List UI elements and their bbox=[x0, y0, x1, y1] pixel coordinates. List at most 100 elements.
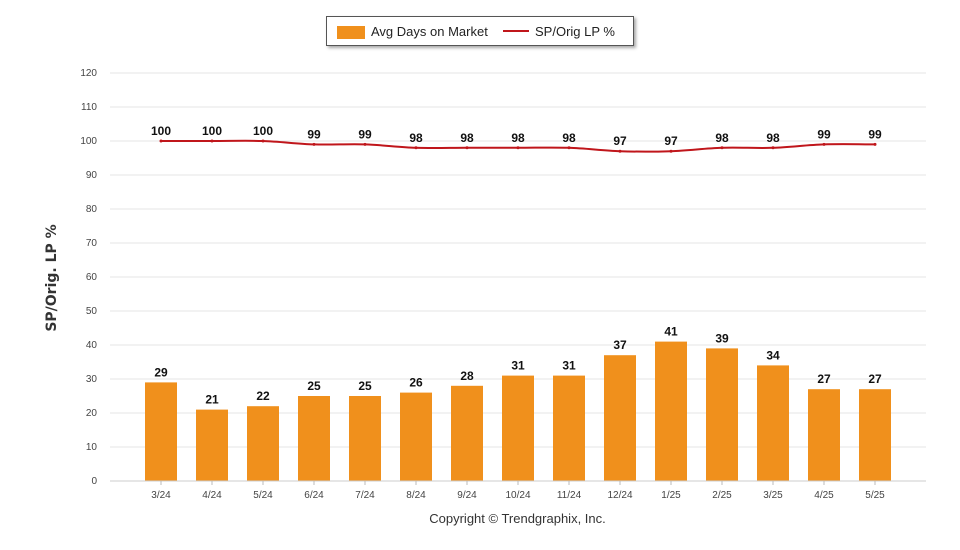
y-tick-label: 50 bbox=[86, 306, 98, 317]
x-tick-label: 12/24 bbox=[607, 490, 632, 501]
legend-line-swatch bbox=[503, 30, 529, 32]
y-tick-label: 0 bbox=[91, 476, 97, 487]
line-point bbox=[363, 142, 367, 146]
bar-value-label: 31 bbox=[562, 359, 576, 373]
line-value-label: 98 bbox=[715, 131, 729, 145]
axes: 0 10 20 30 40 50 60 70 80 90 100 110 120 3/24 4/24 5/24… bbox=[80, 68, 926, 501]
line-value-label: 97 bbox=[664, 134, 678, 148]
bar-value-label: 28 bbox=[460, 369, 474, 383]
x-tick-label: 1/25 bbox=[661, 490, 681, 501]
y-tick-label: 80 bbox=[86, 204, 98, 215]
bar-value-label: 34 bbox=[766, 348, 780, 362]
x-tick-label: 3/25 bbox=[763, 490, 783, 501]
line-value-label: 98 bbox=[766, 131, 780, 145]
bar-value-label: 37 bbox=[613, 338, 627, 352]
line-point bbox=[771, 146, 775, 150]
bar bbox=[655, 341, 687, 481]
line-point bbox=[159, 139, 163, 143]
line-value-label: 99 bbox=[817, 127, 831, 141]
bar-value-label: 25 bbox=[358, 379, 372, 393]
line-point bbox=[567, 146, 571, 150]
x-tick-label: 3/24 bbox=[151, 490, 171, 501]
x-tick-label: 5/24 bbox=[253, 490, 273, 501]
y-tick-label: 10 bbox=[86, 442, 98, 453]
line-point bbox=[414, 146, 418, 150]
bar-value-label: 41 bbox=[664, 325, 678, 339]
bar bbox=[145, 382, 177, 481]
y-tick-label: 120 bbox=[80, 68, 97, 79]
bar bbox=[553, 375, 585, 481]
bar bbox=[859, 389, 891, 481]
x-tick-label: 11/24 bbox=[557, 490, 582, 501]
bar bbox=[706, 348, 738, 481]
line-value-label: 99 bbox=[307, 127, 321, 141]
x-tick-label: 6/24 bbox=[304, 490, 324, 501]
line-point bbox=[465, 146, 469, 150]
line-point bbox=[720, 146, 724, 150]
bar-value-label: 22 bbox=[256, 389, 270, 403]
y-tick-label: 40 bbox=[86, 340, 98, 351]
legend-bar-label: Avg Days on Market bbox=[371, 24, 488, 39]
x-tick-label: 4/24 bbox=[202, 490, 222, 501]
line-point bbox=[516, 146, 520, 150]
bar bbox=[196, 409, 228, 481]
bar bbox=[808, 389, 840, 481]
y-tick-label: 100 bbox=[80, 136, 97, 147]
legend-line-label: SP/Orig LP % bbox=[535, 24, 615, 39]
bar bbox=[400, 392, 432, 481]
grid-lines bbox=[110, 72, 926, 448]
x-tick-label: 5/25 bbox=[865, 490, 885, 501]
line-value-label: 98 bbox=[409, 131, 423, 145]
line-value-label: 100 bbox=[151, 124, 171, 138]
line-point bbox=[210, 139, 214, 143]
bar bbox=[298, 396, 330, 481]
line-point bbox=[669, 149, 673, 153]
line-value-label: 100 bbox=[202, 124, 222, 138]
y-tick-label: 90 bbox=[86, 170, 98, 181]
bar bbox=[604, 355, 636, 481]
line-point bbox=[873, 142, 877, 146]
bar-value-label: 27 bbox=[817, 372, 831, 386]
y-tick-label: 60 bbox=[86, 272, 98, 283]
line-value-label: 98 bbox=[511, 131, 525, 145]
bar-value-label: 21 bbox=[205, 393, 219, 407]
y-tick-label: 70 bbox=[86, 238, 98, 249]
bar bbox=[502, 375, 534, 481]
bar bbox=[349, 396, 381, 481]
x-tick-label: 9/24 bbox=[457, 490, 477, 501]
line-value-label: 98 bbox=[460, 131, 474, 145]
bar-value-label: 29 bbox=[154, 365, 168, 379]
line-point bbox=[261, 139, 265, 143]
line-value-label: 100 bbox=[253, 124, 273, 138]
legend: Avg Days on Market SP/Orig LP % bbox=[326, 16, 634, 46]
line-value-label: 98 bbox=[562, 131, 576, 145]
line-value-label: 99 bbox=[358, 127, 372, 141]
line-value-label: 99 bbox=[868, 127, 882, 141]
data-labels: 29 21 22 25 25 26 28 31 31 37 41 39 34 27 27 100 100 100 9… bbox=[151, 124, 882, 407]
bar-value-label: 27 bbox=[868, 372, 882, 386]
legend-bar-swatch bbox=[337, 26, 365, 39]
x-tick-label: 2/25 bbox=[712, 490, 732, 501]
bar bbox=[757, 365, 789, 481]
bar bbox=[451, 385, 483, 481]
x-tick-label: 10/24 bbox=[505, 490, 530, 501]
y-tick-label: 30 bbox=[86, 374, 98, 385]
bar bbox=[247, 406, 279, 481]
line-point bbox=[312, 142, 316, 146]
bar-value-label: 26 bbox=[409, 376, 423, 390]
bar-series bbox=[145, 341, 891, 481]
bar-value-label: 25 bbox=[307, 379, 321, 393]
bar-value-label: 39 bbox=[715, 331, 729, 345]
bar-value-label: 31 bbox=[511, 359, 525, 373]
x-tick-label: 4/25 bbox=[814, 490, 834, 501]
copyright-text: Copyright © Trendgraphix, Inc. bbox=[429, 511, 606, 526]
y-tick-label: 110 bbox=[81, 102, 97, 113]
y-tick-label: 20 bbox=[86, 408, 98, 419]
x-tick-label: 7/24 bbox=[355, 490, 375, 501]
line-point bbox=[822, 142, 826, 146]
line-value-label: 97 bbox=[613, 134, 627, 148]
y-axis-title: SP/Orig. LP % bbox=[44, 224, 60, 332]
line-point bbox=[618, 149, 622, 153]
line-series bbox=[159, 139, 877, 153]
